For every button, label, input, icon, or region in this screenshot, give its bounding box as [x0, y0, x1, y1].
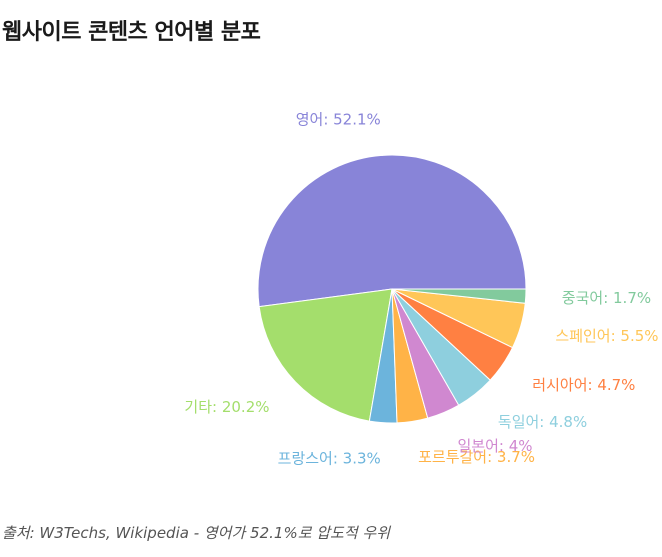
pie-label-3: 포르투갈어: 3.7%	[418, 448, 535, 466]
pie-label-0: 영어: 52.1%	[296, 110, 381, 128]
pie-label-2: 프랑스어: 3.3%	[278, 450, 381, 468]
pie-label-6: 러시아어: 4.7%	[532, 376, 635, 394]
pie-slice-0	[257, 154, 527, 308]
pie-label-1: 기타: 20.2%	[184, 398, 269, 416]
pie-slice-8	[391, 288, 527, 304]
pie-label-5: 독일어: 4.8%	[498, 413, 587, 431]
pie-slice-1	[258, 288, 393, 422]
pie-label-4: 일본어: 4%	[458, 437, 533, 455]
chart-title: 웹사이트 콘텐츠 언어별 분포	[2, 20, 261, 45]
pie-label-8: 중국어: 1.7%	[562, 289, 651, 307]
pie-label-7: 스페인어: 5.5%	[555, 327, 658, 345]
source-note: 출처: W3Techs, Wikipedia - 영어가 52.1%로 압도적 …	[2, 524, 391, 542]
